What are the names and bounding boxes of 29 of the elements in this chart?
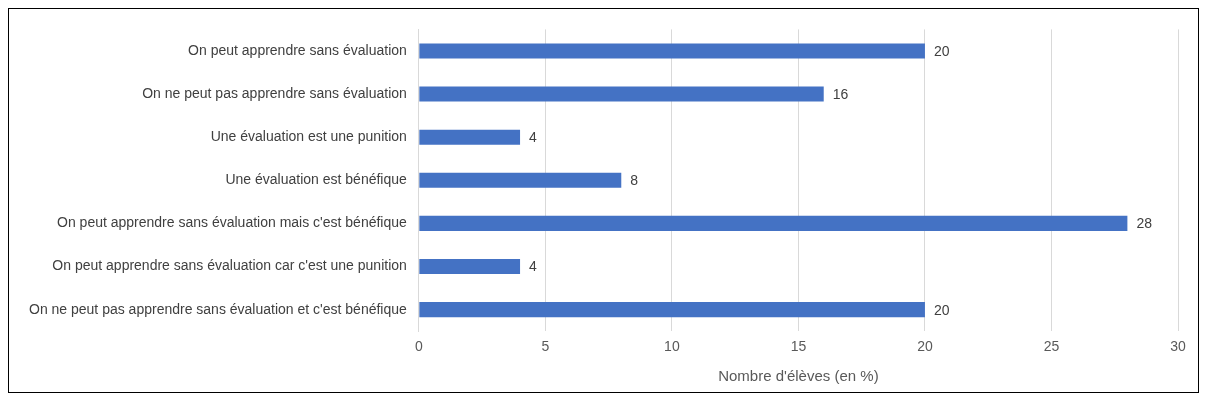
x-tick-label: 30: [1170, 338, 1186, 355]
x-tick-label: 5: [541, 338, 550, 355]
y-tick-label: On peut apprendre sans évaluation: [188, 41, 407, 58]
data-label: 16: [832, 85, 849, 102]
data-label: 8: [630, 172, 639, 189]
bar: [419, 86, 824, 102]
data-label: 4: [529, 129, 538, 146]
x-tick-label: 0: [414, 338, 423, 355]
y-tick-label: On peut apprendre sans évaluation mais c'est bénéfique: [57, 214, 408, 231]
data-label: 28: [1136, 215, 1153, 232]
bar: [419, 172, 622, 188]
bar: [419, 43, 925, 59]
x-axis-title: Nombre d'élèves (en %): [718, 367, 879, 385]
x-tick-label: 25: [1043, 338, 1060, 355]
data-label: 4: [529, 258, 538, 275]
y-tick-label: Une évaluation est bénéfique: [225, 171, 408, 188]
bar: [419, 215, 1128, 231]
y-tick-label: On ne peut pas apprendre sans évaluation et c'est bénéfique: [28, 300, 408, 317]
bar: [419, 129, 521, 145]
bar: [419, 302, 925, 318]
data-label: 20: [933, 42, 950, 59]
y-tick-label: On ne peut pas apprendre sans évaluation: [142, 84, 407, 101]
x-tick-label: 10: [664, 338, 680, 355]
x-tick-label: 20: [917, 338, 933, 355]
y-tick-label: Une évaluation est une punition: [210, 128, 407, 145]
data-label: 20: [933, 301, 950, 318]
bar: [419, 258, 521, 275]
y-tick-label: On peut apprendre sans évaluation car c'est une punition: [52, 257, 407, 274]
x-tick-label: 15: [790, 338, 807, 355]
